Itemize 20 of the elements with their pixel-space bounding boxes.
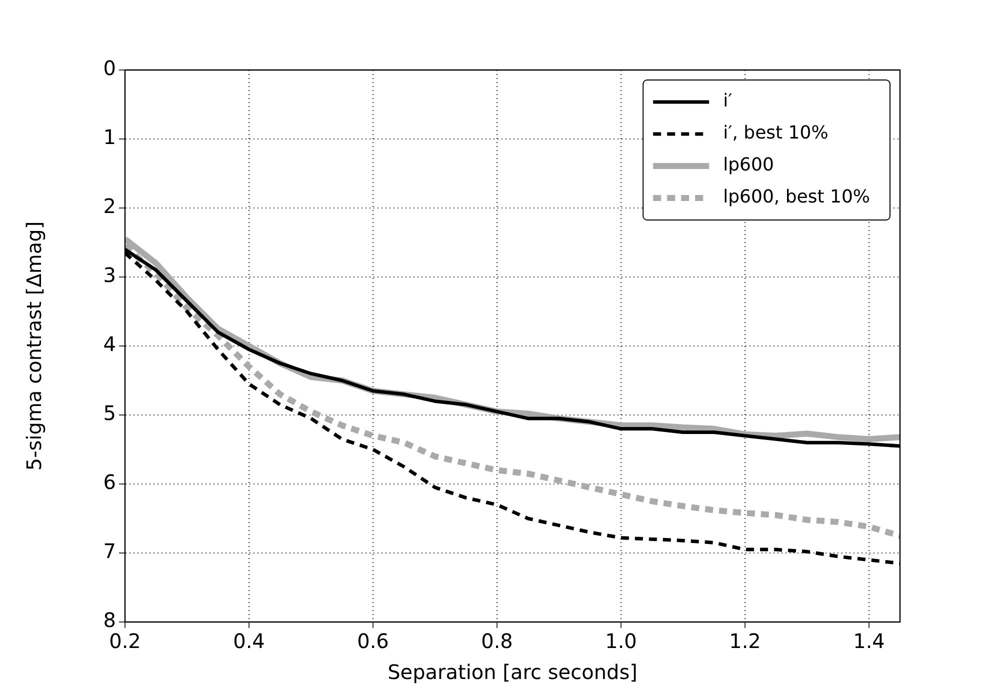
legend-label: lp600 bbox=[723, 154, 774, 176]
legend-label: i′ bbox=[723, 90, 732, 112]
y-axis-title: 5-sigma contrast [Δmag] bbox=[22, 221, 46, 471]
x-tick-label: 1.4 bbox=[853, 629, 885, 654]
x-tick-label: 0.8 bbox=[481, 629, 513, 654]
y-tick-label: 2 bbox=[103, 194, 116, 218]
x-tick-label: 1.0 bbox=[605, 629, 637, 654]
y-tick-label: 3 bbox=[103, 263, 116, 288]
x-tick-label: 0.4 bbox=[233, 629, 265, 654]
legend-label: lp600, best 10% bbox=[723, 186, 870, 208]
y-tick-label: 4 bbox=[103, 332, 116, 356]
y-tick-label: 5 bbox=[103, 401, 116, 426]
y-tick-label: 0 bbox=[103, 56, 116, 80]
x-axis-title: Separation [arc seconds] bbox=[388, 660, 638, 684]
y-tick-label: 6 bbox=[103, 470, 116, 494]
legend-label: i′, best 10% bbox=[723, 122, 828, 144]
x-tick-label: 0.6 bbox=[357, 629, 389, 654]
y-tick-label: 7 bbox=[103, 539, 116, 564]
x-tick-label: 1.2 bbox=[729, 629, 761, 654]
y-tick-label: 1 bbox=[103, 125, 116, 150]
